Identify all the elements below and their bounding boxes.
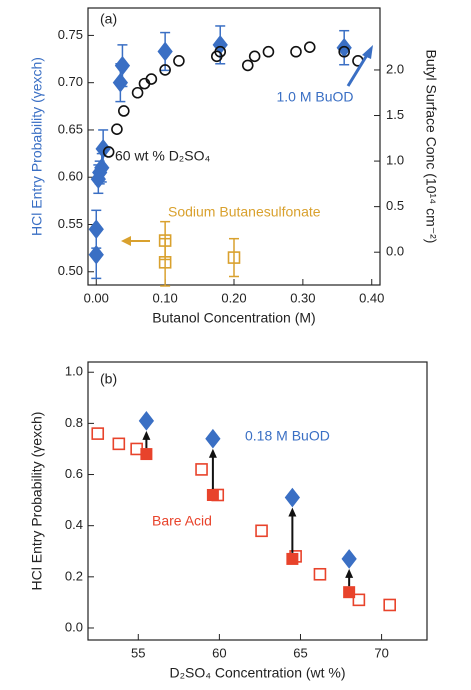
diamond-point (112, 72, 129, 93)
plot-frame (87, 361, 428, 641)
y2-tick-label: 1.0 (386, 153, 404, 168)
arrow-head (208, 448, 217, 458)
square-point (195, 463, 208, 476)
circle-point (111, 123, 123, 135)
arrow (346, 54, 369, 87)
circle-point (290, 45, 302, 58)
y2-tick-label: 1.5 (386, 107, 404, 122)
y-tick-label: 0.2 (65, 568, 83, 583)
annotation: (a) (100, 11, 117, 27)
y-axis-label: HCl Entry Probability (γexch) (29, 57, 45, 236)
y-tick-label: 0.0 (65, 619, 83, 634)
circle-point (303, 41, 316, 53)
y-tick-label: 0.70 (58, 74, 83, 89)
y2-tick-label: 2.0 (386, 61, 404, 76)
arrow-head (288, 507, 297, 517)
x-tick-label: 70 (374, 645, 388, 660)
square-point (313, 567, 327, 581)
arrow-head (121, 236, 131, 246)
x-tick-label: 55 (131, 645, 145, 660)
annotation: 60 wt % D₂SO₄ (115, 148, 210, 164)
diamond-point (95, 139, 111, 159)
y2-tick-label: 0.0 (386, 244, 404, 259)
circle-point (214, 45, 227, 58)
y-tick-label: 1.0 (65, 364, 83, 379)
circle-point (248, 50, 261, 63)
diamond-point (157, 41, 173, 62)
x-tick-label: 65 (293, 645, 307, 660)
square-point (158, 256, 172, 269)
y-tick-label: 0.55 (58, 216, 83, 231)
square-point (352, 593, 366, 607)
y-tick-label: 0.6 (65, 466, 83, 481)
square-point (206, 488, 219, 501)
y-tick-label: 0.50 (58, 263, 83, 278)
x-tick-label: 0.40 (359, 290, 384, 305)
annotation: (b) (100, 371, 117, 387)
diamond-point (114, 55, 131, 76)
square-point (383, 598, 396, 612)
x-axis-label: D₂SO₄ Concentration (wt %) (169, 665, 345, 681)
circle-point (241, 59, 254, 72)
circle-point (145, 73, 158, 85)
x-tick-label: 0.20 (221, 290, 246, 305)
diamond-point (284, 487, 301, 508)
x-tick-label: 0.10 (152, 290, 177, 305)
square-point (91, 427, 105, 440)
circle-point (131, 86, 144, 99)
y2-axis-label: Butyl Surface Conc (10¹⁴ cm⁻²) (423, 50, 439, 244)
circle-point (338, 45, 350, 58)
x-tick-label: 0.30 (290, 290, 315, 305)
circle-point (173, 55, 185, 67)
error-bar (229, 237, 239, 278)
square-point (227, 251, 241, 264)
x-tick-label: 0.00 (84, 290, 109, 305)
panel: 55 60 65 70 0.0 0.2 0.4 0.6 0.8 1.0 D₂SO₄ Concentr… (29, 361, 428, 681)
annotation: 0.18 M BuOD (245, 428, 330, 444)
annotation: Bare Acid (152, 513, 212, 529)
diamond-point (88, 219, 104, 240)
annotation: 1.0 M BuOD (276, 89, 353, 105)
circle-point (159, 64, 171, 76)
y-tick-label: 0.65 (58, 121, 83, 136)
arrow-head (345, 568, 354, 578)
square-point (286, 552, 299, 565)
square-point (343, 586, 356, 599)
x-axis-label: Butanol Concentration (M) (152, 310, 315, 326)
diamond-point (341, 549, 357, 569)
circle-point (262, 45, 275, 58)
circle-point (118, 105, 130, 117)
square-point (112, 437, 126, 451)
square-point (255, 524, 268, 538)
diamond-point (88, 244, 104, 265)
panel: 0.00 0.10 0.20 0.30 0.40 0.50 0.55 0.60 0.65 0.70… (29, 7, 439, 326)
arrow-head (142, 430, 151, 440)
y-tick-label: 0.8 (65, 415, 83, 430)
error-bar (160, 237, 171, 287)
arrow-head (362, 45, 373, 59)
circle-point (102, 146, 115, 158)
diamond-point (205, 428, 221, 449)
y2-tick-label: 0.5 (386, 198, 404, 213)
y-tick-label: 0.4 (65, 517, 83, 532)
square-point (140, 448, 153, 461)
y-axis-label: HCl Entry Probability (γexch) (29, 412, 45, 591)
annotation: Sodium Butanesulfonate (168, 204, 321, 220)
diamond-point (138, 411, 155, 431)
x-tick-label: 60 (212, 645, 226, 660)
y-tick-label: 0.75 (58, 27, 83, 42)
y-tick-label: 0.60 (58, 169, 83, 184)
